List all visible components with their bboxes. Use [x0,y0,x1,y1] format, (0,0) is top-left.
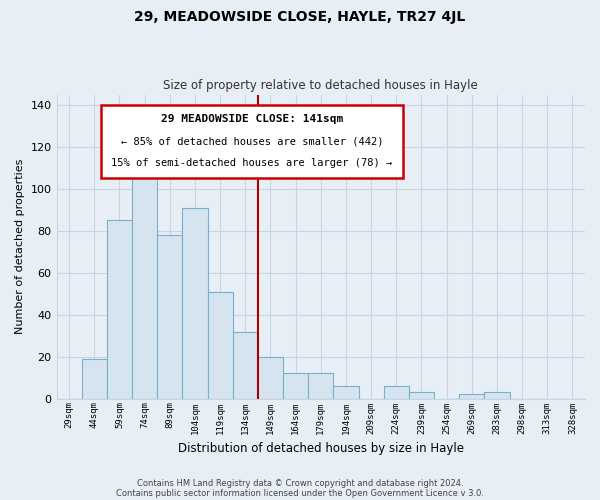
Text: ← 85% of detached houses are smaller (442): ← 85% of detached houses are smaller (44… [121,136,383,146]
Bar [409,392,434,398]
Y-axis label: Number of detached properties: Number of detached properties [15,159,25,334]
Text: Contains public sector information licensed under the Open Government Licence v : Contains public sector information licen… [116,488,484,498]
Bar [107,220,132,398]
Text: 29, MEADOWSIDE CLOSE, HAYLE, TR27 4JL: 29, MEADOWSIDE CLOSE, HAYLE, TR27 4JL [134,10,466,24]
Bar [334,386,359,398]
Bar [132,178,157,398]
Bar [157,235,182,398]
Title: Size of property relative to detached houses in Hayle: Size of property relative to detached ho… [163,79,478,92]
Text: 29 MEADOWSIDE CLOSE: 141sqm: 29 MEADOWSIDE CLOSE: 141sqm [161,114,343,124]
Bar [182,208,208,398]
Bar [459,394,484,398]
Bar [208,292,233,399]
Bar [383,386,409,398]
Text: 15% of semi-detached houses are larger (78) →: 15% of semi-detached houses are larger (… [112,158,392,168]
Bar [484,392,509,398]
Text: Contains HM Land Registry data © Crown copyright and database right 2024.: Contains HM Land Registry data © Crown c… [137,478,463,488]
X-axis label: Distribution of detached houses by size in Hayle: Distribution of detached houses by size … [178,442,464,455]
Bar [233,332,258,398]
FancyBboxPatch shape [101,105,403,178]
Bar [258,356,283,399]
Bar [82,359,107,399]
Bar [308,374,334,398]
Bar [283,374,308,398]
